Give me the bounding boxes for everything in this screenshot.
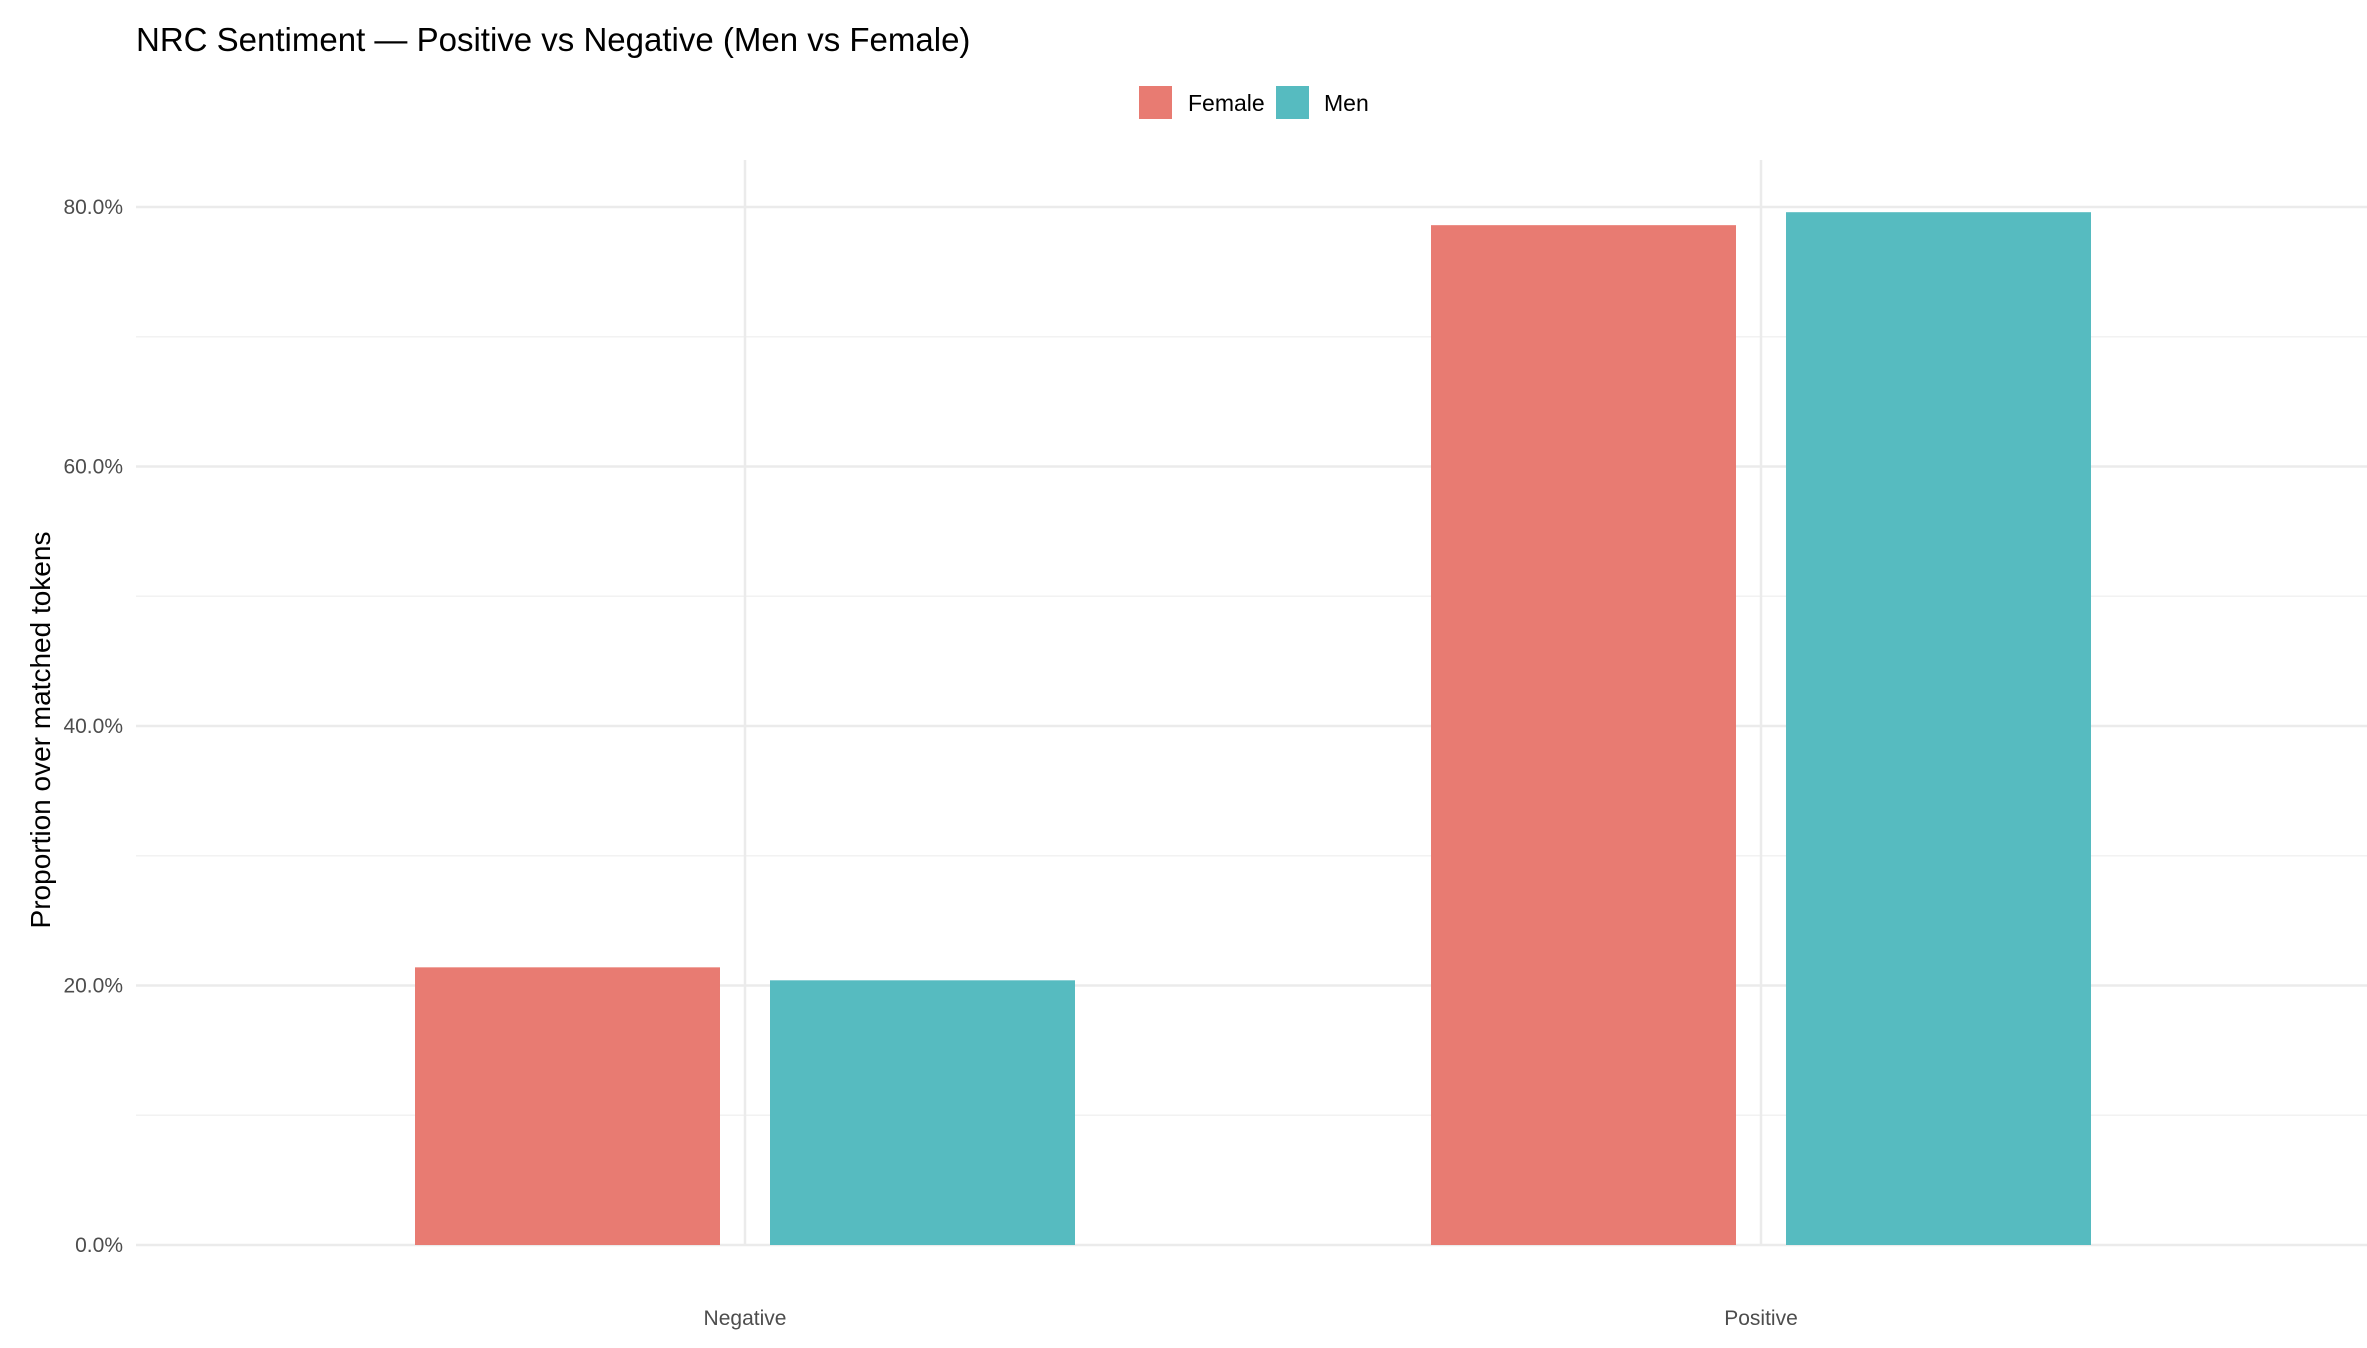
bar-men-negative (770, 980, 1075, 1245)
legend-swatch-female (1139, 86, 1172, 119)
bar-female-negative (415, 967, 720, 1245)
legend-swatch-men (1276, 86, 1309, 119)
y-tick-label: 80.0% (63, 196, 123, 219)
x-tick-label: Negative (704, 1307, 787, 1330)
bar-men-positive (1786, 212, 2091, 1246)
x-tick-label: Positive (1724, 1307, 1798, 1330)
bars (415, 212, 2091, 1246)
legend-label-female: Female (1188, 90, 1265, 116)
y-tick-label: 60.0% (63, 456, 123, 479)
axis-ticks: 0.0% 20.0% 40.0% 60.0% 80.0% Negative Positive (63, 196, 1797, 1330)
y-tick-label: 0.0% (75, 1234, 123, 1257)
legend-label-men: Men (1324, 90, 1369, 116)
chart-title: NRC Sentiment — Positive vs Negative (Me… (136, 21, 970, 58)
bar-female-positive (1431, 225, 1736, 1246)
y-axis-label: Proportion over matched tokens (25, 532, 56, 929)
legend: Female Men (1139, 86, 1369, 119)
y-tick-label: 40.0% (63, 715, 123, 738)
y-tick-label: 20.0% (63, 975, 123, 998)
